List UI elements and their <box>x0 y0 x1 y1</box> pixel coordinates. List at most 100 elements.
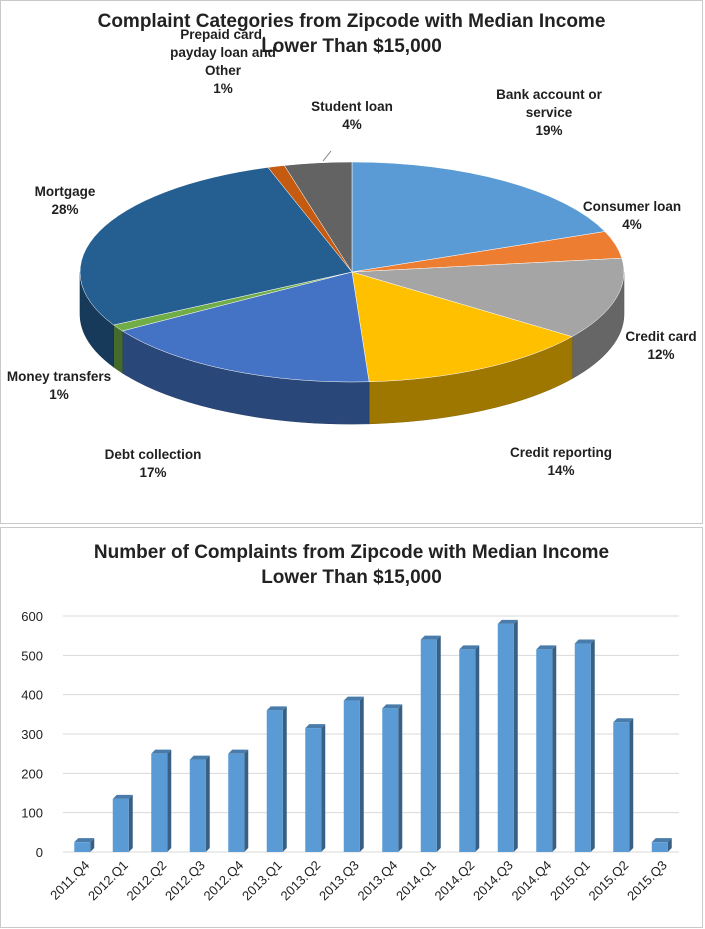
x-tick-2014.Q2: 2014.Q2 <box>431 858 477 904</box>
bar-front <box>574 643 591 852</box>
bar-top <box>151 749 172 754</box>
pie-slice-credit-card <box>351 257 625 337</box>
bar-side <box>398 704 403 852</box>
pie-label-money-transfers: Money transfers 1% <box>7 369 111 402</box>
pie-label-debt-collection: Debt collection 17% <box>105 447 202 480</box>
bar-side <box>244 749 249 852</box>
bar-2012.Q1 <box>112 794 133 852</box>
bar-2014.Q1 <box>420 635 441 852</box>
bar-side <box>90 838 95 852</box>
x-tick-2012.Q3: 2012.Q3 <box>162 858 208 904</box>
bar-chart: 0 100 200 300 400 500 600 2011.Q42012.Q12012.Q2… <box>21 609 679 904</box>
bar-side <box>282 706 287 852</box>
x-tick-2012.Q1: 2012.Q1 <box>85 858 131 904</box>
x-tick-2013.Q1: 2013.Q1 <box>239 858 285 904</box>
pie-label-student-loan: Student loan 4% <box>311 99 393 132</box>
x-tick-2013.Q3: 2013.Q3 <box>316 858 362 904</box>
pie-chart: Bank account or service 19% Consumer loan 4%… <box>7 27 697 480</box>
pie-slice-bank-account-or-service <box>351 161 606 273</box>
bar-2012.Q4 <box>228 749 249 852</box>
bar-front <box>74 842 91 852</box>
bar-2013.Q1 <box>266 706 287 852</box>
bar-2012.Q3 <box>189 755 210 852</box>
bar-front <box>228 753 245 852</box>
x-tick-2013.Q4: 2013.Q4 <box>354 858 400 904</box>
bar-front <box>266 710 283 852</box>
bar-side <box>667 838 672 852</box>
bar-top <box>420 635 441 640</box>
x-tick-2012.Q4: 2012.Q4 <box>200 858 246 904</box>
bar-front <box>651 842 668 852</box>
pie-title-line-1: Complaint Categories from Zipcode with M… <box>97 11 606 32</box>
x-tick-2015.Q3: 2015.Q3 <box>624 858 670 904</box>
bar-side <box>590 639 595 852</box>
bar-2015.Q2 <box>613 718 634 852</box>
bar-2013.Q4 <box>382 704 403 852</box>
bar-side <box>552 645 557 852</box>
bar-front <box>536 649 553 852</box>
pie-leader-lines <box>322 150 332 162</box>
bars <box>74 619 672 852</box>
pie-side-walls <box>79 271 625 425</box>
bar-top <box>228 749 249 754</box>
bar-front <box>382 708 399 852</box>
bar-side <box>475 645 480 852</box>
bar-top <box>459 645 480 650</box>
bar-2014.Q4 <box>536 645 557 852</box>
pie-slice-credit-reporting <box>351 271 573 383</box>
pie-label-mortgage: Mortgage 28% <box>35 184 96 217</box>
bar-top <box>189 755 210 760</box>
bar-front <box>112 798 129 852</box>
bar-2014.Q2 <box>459 645 480 852</box>
pie-label-bank-account-or-service: Bank account or service 19% <box>496 87 603 138</box>
bar-side <box>629 718 634 852</box>
bar-front <box>151 753 168 852</box>
bar-2011.Q4 <box>74 838 95 852</box>
bar-front <box>497 623 514 852</box>
pie-slice-student-loan <box>283 161 353 273</box>
bar-front <box>420 639 437 852</box>
y-tick-200: 200 <box>21 766 43 781</box>
x-tick-2013.Q2: 2013.Q2 <box>277 858 323 904</box>
bar-top <box>382 704 403 709</box>
y-tick-600: 600 <box>21 609 43 624</box>
bar-front <box>343 700 360 852</box>
pie-label-credit-reporting: Credit reporting 14% <box>510 445 612 478</box>
x-tick-2011.Q4: 2011.Q4 <box>47 858 92 903</box>
bar-side <box>513 619 518 852</box>
pie-chart-title: Complaint Categories from Zipcode with M… <box>1 9 702 59</box>
bar-side <box>359 696 364 852</box>
bar-top <box>536 645 557 650</box>
x-tick-2014.Q4: 2014.Q4 <box>508 858 554 904</box>
bar-side <box>321 724 326 852</box>
bar-top <box>74 838 95 843</box>
x-tick-2015.Q1: 2015.Q1 <box>547 858 593 904</box>
bar-front <box>459 649 476 852</box>
y-tick-500: 500 <box>21 648 43 663</box>
y-tick-300: 300 <box>21 727 43 742</box>
bar-title-line-2: Lower Than $15,000 <box>261 567 442 588</box>
pie-title-line-2: Lower Than $15,000 <box>261 36 442 57</box>
y-tick-100: 100 <box>21 806 43 821</box>
bar-2013.Q3 <box>343 696 364 852</box>
y-axis-ticks: 0 100 200 300 400 500 600 <box>21 609 43 860</box>
bar-top <box>266 706 287 711</box>
bar-2012.Q2 <box>151 749 172 852</box>
pie-labels: Bank account or service 19% Consumer loan 4%… <box>7 27 697 480</box>
student-loan-leader-line <box>322 150 332 162</box>
bar-top <box>651 838 672 843</box>
pie-slices <box>79 161 625 383</box>
pie-side-money-transfers <box>113 324 123 374</box>
bar-top <box>613 718 634 723</box>
x-tick-2012.Q2: 2012.Q2 <box>123 858 169 904</box>
x-axis-ticks: 2011.Q42012.Q12012.Q22012.Q32012.Q42013.… <box>47 858 670 904</box>
bar-top <box>497 619 518 624</box>
x-tick-2014.Q3: 2014.Q3 <box>470 858 516 904</box>
pie-chart-panel: Complaint Categories from Zipcode with M… <box>0 0 703 524</box>
x-tick-2015.Q2: 2015.Q2 <box>585 858 631 904</box>
bar-chart-panel: Number of Complaints from Zipcode with M… <box>0 527 703 928</box>
bar-2015.Q1 <box>574 639 595 852</box>
pie-slice-mortgage <box>79 167 353 326</box>
bar-title-line-1: Number of Complaints from Zipcode with M… <box>93 542 610 563</box>
